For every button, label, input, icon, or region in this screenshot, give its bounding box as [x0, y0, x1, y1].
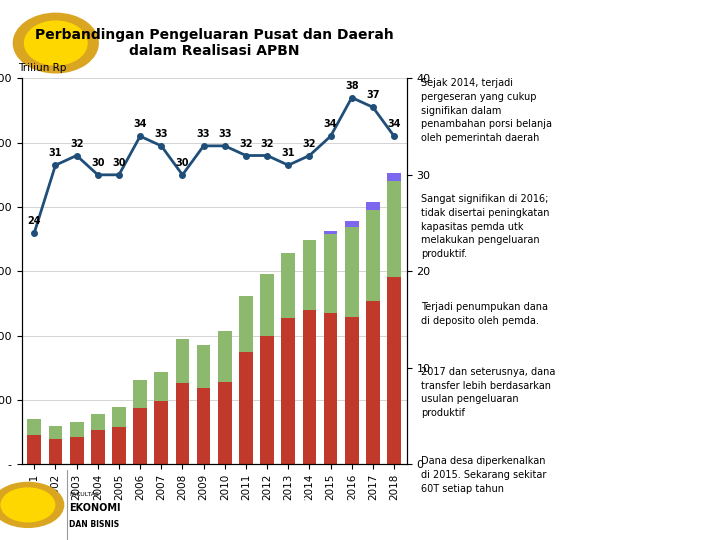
Text: 34: 34 — [387, 119, 401, 129]
Bar — [197, 345, 210, 388]
Bar — [387, 180, 401, 277]
Bar — [112, 427, 126, 464]
Text: 32: 32 — [302, 139, 316, 148]
Bar — [239, 353, 253, 464]
Bar — [282, 318, 295, 464]
Text: EKONOMI: EKONOMI — [69, 503, 121, 514]
Text: DAN BISNIS: DAN BISNIS — [69, 520, 120, 529]
Text: 32: 32 — [239, 139, 253, 148]
Text: Perbandingan Pengeluaran Pusat dan Daerah
dalam Realisasi APBN: Perbandingan Pengeluaran Pusat dan Daera… — [35, 28, 394, 58]
Bar — [387, 173, 401, 180]
Bar — [218, 382, 232, 464]
Bar — [48, 426, 63, 438]
Text: Sangat signifikan di 2016;
tidak disertai peningkatan
kapasitas pemda utk
melaku: Sangat signifikan di 2016; tidak diserta… — [421, 194, 549, 259]
Text: 32: 32 — [70, 139, 84, 148]
Bar — [176, 383, 189, 464]
Text: 38: 38 — [345, 80, 359, 91]
Text: 34: 34 — [324, 119, 338, 129]
Bar — [302, 240, 316, 310]
Circle shape — [1, 488, 55, 522]
Text: 30: 30 — [91, 158, 104, 168]
Text: FAKULTAS: FAKULTAS — [69, 492, 99, 497]
Circle shape — [24, 21, 87, 65]
Bar — [91, 414, 104, 430]
Text: 33: 33 — [155, 129, 168, 139]
Bar — [154, 372, 168, 401]
Text: 2017 dan seterusnya, dana
transfer lebih berdasarkan
usulan pengeluaran
produkti: 2017 dan seterusnya, dana transfer lebih… — [421, 367, 556, 418]
Circle shape — [0, 482, 63, 528]
Bar — [218, 330, 232, 382]
Bar — [154, 401, 168, 464]
Bar — [366, 301, 380, 464]
Bar — [48, 438, 63, 464]
Text: 32: 32 — [261, 139, 274, 148]
Bar — [239, 296, 253, 353]
Bar — [197, 388, 210, 464]
Bar — [282, 253, 295, 318]
Bar — [345, 227, 359, 317]
Bar — [260, 274, 274, 336]
Bar — [302, 310, 316, 464]
Text: Dana desa diperkenalkan
di 2015. Sekarang sekitar
60T setiap tahun: Dana desa diperkenalkan di 2015. Sekaran… — [421, 456, 546, 494]
Bar — [70, 422, 84, 437]
Bar — [324, 234, 338, 313]
Text: 37: 37 — [366, 90, 379, 100]
Text: 31: 31 — [282, 148, 295, 158]
Bar — [27, 435, 41, 464]
Bar — [345, 221, 359, 227]
Text: Terjadi penumpukan dana
di deposito oleh pemda.: Terjadi penumpukan dana di deposito oleh… — [421, 302, 548, 326]
Text: 31: 31 — [49, 148, 62, 158]
Text: 33: 33 — [218, 129, 232, 139]
Text: 30: 30 — [112, 158, 126, 168]
Bar — [345, 317, 359, 464]
Bar — [260, 336, 274, 464]
Bar — [366, 210, 380, 301]
Text: Sejak 2014, terjadi
pergeseran yang cukup
signifikan dalam
penambahan porsi bela: Sejak 2014, terjadi pergeseran yang cuku… — [421, 78, 552, 143]
Bar — [133, 408, 147, 464]
Text: 34: 34 — [133, 119, 147, 129]
Bar — [324, 313, 338, 464]
Bar — [27, 420, 41, 435]
Bar — [387, 277, 401, 464]
Text: 30: 30 — [176, 158, 189, 168]
Circle shape — [14, 14, 98, 73]
Bar — [91, 430, 104, 464]
Text: 33: 33 — [197, 129, 210, 139]
Bar — [133, 380, 147, 408]
Bar — [366, 202, 380, 210]
Text: 24: 24 — [27, 216, 41, 226]
Bar — [112, 407, 126, 427]
Bar — [176, 339, 189, 383]
Bar — [70, 437, 84, 464]
Text: Lembaga Penyelidikan Ekonomi dan Masyarakat (LPEM FEB UI): Lembaga Penyelidikan Ekonomi dan Masyara… — [179, 498, 652, 511]
Text: Triliun Rp: Triliun Rp — [18, 63, 66, 73]
Bar — [324, 232, 338, 234]
